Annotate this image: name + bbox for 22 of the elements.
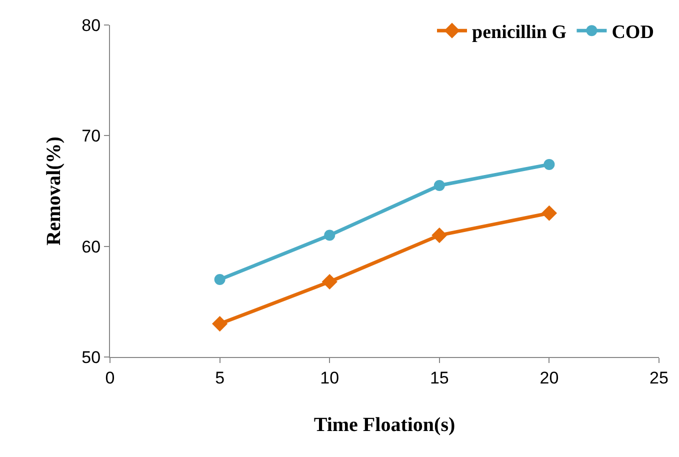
legend-label: COD [612, 22, 654, 43]
point [212, 316, 228, 332]
x-axis-title: Time Floation(s) [314, 414, 456, 436]
point [324, 230, 336, 241]
y-tick-label: 50 [82, 348, 101, 367]
x-tick-label: 5 [215, 368, 225, 388]
y-tick-label: 60 [82, 237, 101, 256]
point [544, 158, 555, 170]
x-tick-label: 25 [650, 368, 668, 388]
point [214, 274, 226, 286]
x-tick-label: 15 [430, 368, 449, 388]
point [434, 180, 445, 191]
legend-label: penicillin G [472, 22, 567, 43]
y-tick-label: 80 [82, 16, 101, 35]
y-axis-title: Removal(%) [43, 136, 66, 246]
y-tick-label: 70 [82, 126, 101, 146]
x-tick-label: 10 [320, 368, 340, 388]
x-tick-label: 20 [540, 368, 559, 388]
x-tick-label: 0 [105, 368, 115, 388]
point [541, 205, 557, 221]
point [322, 274, 338, 290]
point [432, 227, 448, 244]
